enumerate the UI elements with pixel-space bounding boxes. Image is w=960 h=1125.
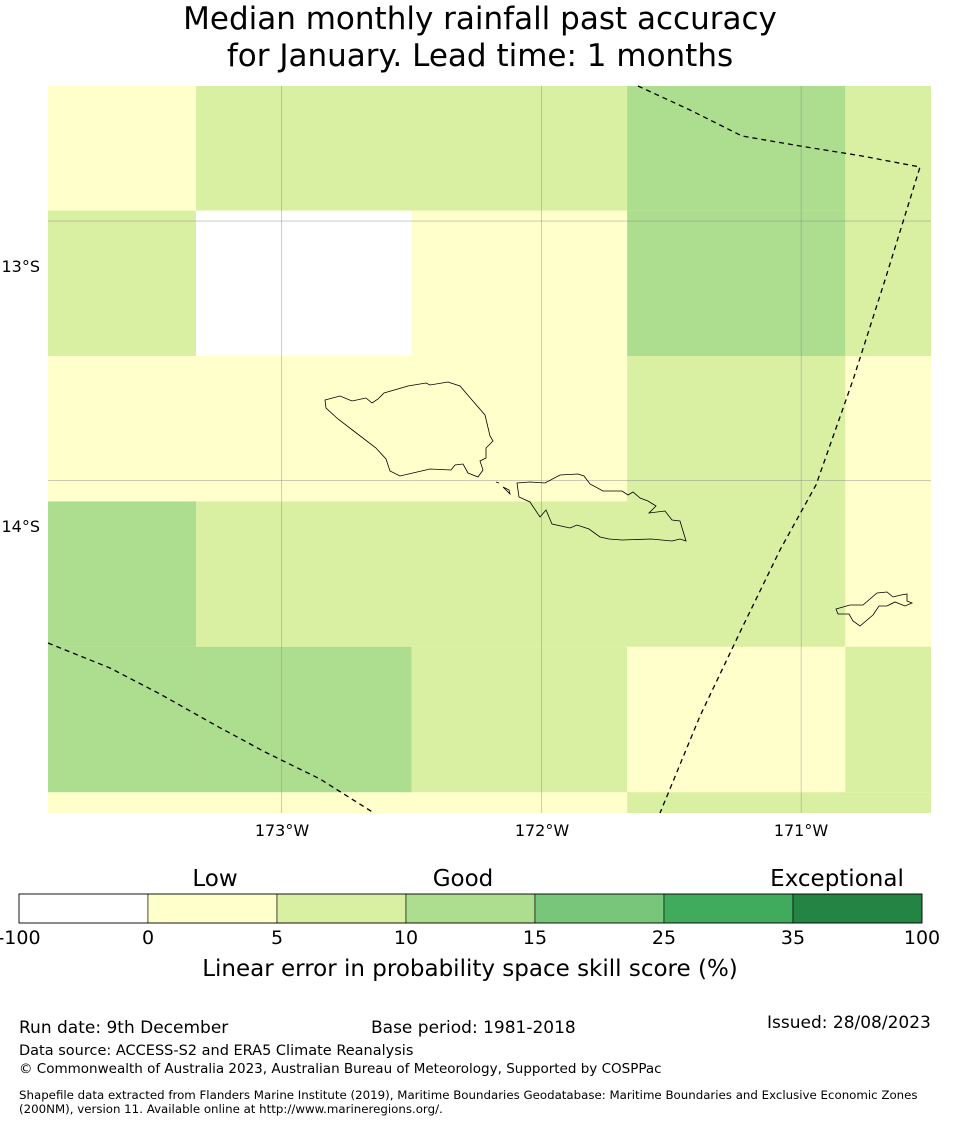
data-source: Data source: ACCESS-S2 and ERA5 Climate …	[19, 1043, 414, 1059]
lat-label-13s: 13°S	[1, 257, 40, 276]
grid-cell	[48, 86, 197, 211]
grid-cell	[627, 792, 931, 813]
lat-label-14s: 14°S	[1, 517, 40, 536]
grid-cell	[627, 210, 846, 357]
grid-cell	[48, 210, 197, 357]
island-outline-1	[324, 381, 494, 478]
colorbar-bin	[663, 893, 794, 924]
grid-cell	[48, 356, 628, 502]
island-outline-5	[495, 481, 500, 484]
grid-cell	[627, 86, 846, 211]
colorbar-tick-label: 35	[780, 927, 806, 949]
grid-cell	[48, 501, 197, 647]
grid-cell	[48, 646, 197, 793]
colorbar-bin	[405, 893, 536, 924]
grid-cell	[411, 646, 628, 793]
maritime-boundary-east	[637, 85, 921, 814]
shapefile-credit-line-1: Shapefile data extracted from Flanders M…	[19, 1088, 918, 1102]
maritime-boundaries	[47, 85, 921, 814]
colorbar-tick-label: 100	[903, 927, 941, 949]
grid-cell	[845, 646, 931, 793]
island-outline-3	[835, 591, 914, 627]
colorbar-bin	[792, 893, 923, 924]
skill-grid	[48, 86, 931, 813]
maritime-boundary-west	[47, 642, 375, 814]
colorbar-tick-label: 10	[393, 927, 419, 949]
colorbar-tick-label: 15	[522, 927, 548, 949]
chart-title-line-2: for January. Lead time: 1 months	[226, 38, 734, 74]
grid-cell	[845, 501, 931, 647]
colorbar-category-good: Good	[432, 866, 494, 892]
grid-cell	[196, 501, 846, 647]
coastlines	[324, 381, 914, 627]
issued-date: Issued: 28/08/2023	[767, 1013, 931, 1033]
colorbar-bin	[18, 893, 149, 924]
grid-cell	[845, 356, 931, 502]
colorbar-tick-label: 25	[651, 927, 677, 949]
grid-cell	[845, 210, 931, 357]
colorbar-tick-label: 5	[270, 927, 284, 949]
colorbar-bin	[534, 893, 665, 924]
grid-cell	[627, 646, 846, 793]
colorbar-bin	[147, 893, 278, 924]
colorbar-bin	[276, 893, 407, 924]
shapefile-credit-line-2: (200NM), version 11. Available online at…	[19, 1102, 443, 1116]
graticule	[48, 86, 931, 813]
island-outline-2	[516, 473, 687, 542]
colorbar-category-exceptional: Exceptional	[770, 866, 904, 892]
island-outline-4	[502, 486, 511, 496]
colorbar-outline	[18, 893, 923, 924]
grid-cell	[411, 210, 628, 357]
lon-label-173w: 173°W	[254, 821, 310, 840]
copyright: © Commonwealth of Australia 2023, Austra…	[19, 1061, 662, 1077]
chart-title-line-1: Median monthly rainfall past accuracy	[183, 1, 777, 37]
grid-cell	[196, 86, 628, 211]
lon-label-171w: 171°W	[773, 821, 829, 840]
run-date: Run date: 9th December	[19, 1018, 229, 1038]
colorbar	[18, 893, 923, 924]
grid-cell	[845, 86, 931, 211]
colorbar-tick-label: -100	[0, 927, 41, 949]
grid-cell	[196, 210, 412, 357]
colorbar-tick-label: 0	[141, 927, 155, 949]
grid-cell	[627, 356, 846, 502]
lon-label-172w: 172°W	[514, 821, 570, 840]
grid-cell	[196, 646, 412, 793]
colorbar-category-low: Low	[192, 866, 238, 892]
colorbar-axis-label: Linear error in probability space skill …	[202, 956, 738, 982]
base-period: Base period: 1981-2018	[371, 1018, 576, 1038]
